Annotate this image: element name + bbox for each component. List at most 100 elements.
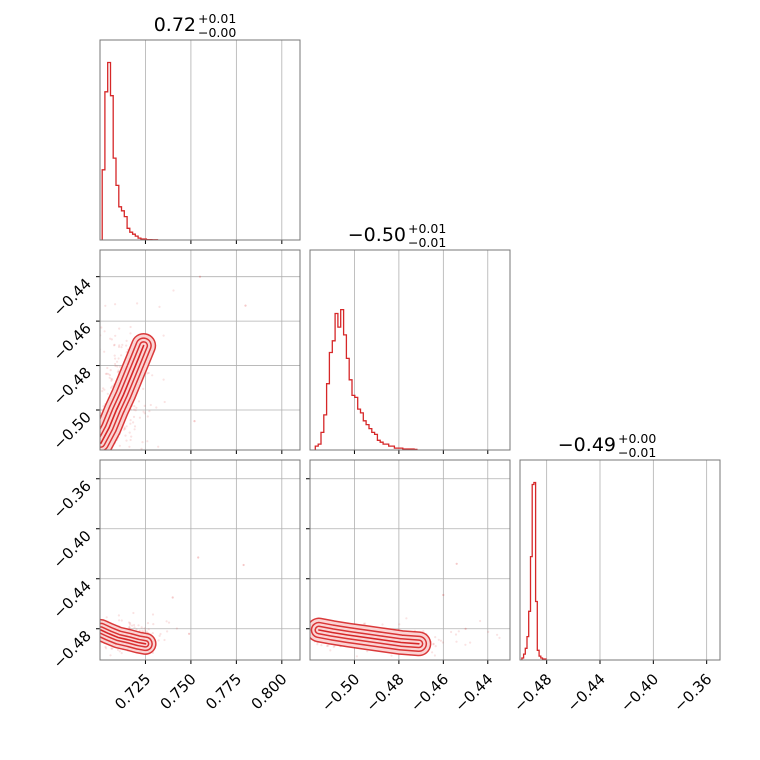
scatter-point [137,400,141,403]
scatter-point [316,643,319,646]
scatter-point [113,344,116,347]
scatter-point [305,643,307,645]
y-tick-label: −0.44 [50,275,95,320]
scatter-point [129,438,132,442]
scatter-point [74,407,76,409]
scatter-point [131,455,133,457]
scatter-point [151,632,154,635]
panel-frame [309,459,511,661]
scatter-point [110,338,113,341]
scatter-point [114,334,117,337]
scatter-point [434,636,437,639]
scatter-point [119,365,122,368]
scatter-point [433,654,436,657]
scatter-point [355,655,358,658]
x-tick-label: 0.725 [111,670,154,713]
scatter-point [145,630,148,633]
scatter-point [138,629,141,632]
scatter-point [114,357,117,360]
scatter-point [59,639,61,641]
scatter-point [100,326,103,329]
scatter-point [381,623,384,626]
scatter-point [89,365,91,367]
y-tick-label: −0.36 [50,477,95,522]
scatter-point [111,561,113,563]
scatter-point [151,613,155,616]
scatter-point [133,626,136,629]
scatter-point [108,376,111,379]
panel-frame [309,249,511,451]
scatter-point [143,629,146,632]
scatter-point [76,362,78,364]
scatter-point [362,622,366,625]
scatter-point [104,645,107,649]
contour-core [318,629,420,645]
scatter-point [116,360,119,363]
scatter-point [133,623,136,627]
scatter-point [129,332,132,335]
histogram-step [521,481,547,660]
scatter-point [128,626,131,629]
panel-title-minus: −0.01 [408,235,446,250]
scatter-outlier [455,562,458,565]
scatter-point [498,636,501,640]
scatter-point [128,445,131,448]
scatter-point [326,644,329,648]
scatter-point [114,362,117,366]
scatter-point [133,405,136,408]
scatter-point [123,428,126,431]
scatter-point [63,637,65,639]
scatter-point [159,632,162,636]
scatter-point [175,627,178,630]
scatter-point [103,388,106,391]
scatter-point [134,409,137,412]
scatter-point [305,649,307,651]
scatter-point [140,626,143,629]
scatter-point [118,650,121,653]
x-tick-label: −0.44 [564,670,609,715]
scatter-point [93,654,95,656]
scatter-point [118,344,121,347]
scatter-point [114,364,117,368]
panel-frame [519,459,721,661]
scatter-point [81,450,83,452]
panel-title-minus: −0.00 [198,25,236,40]
scatter-point [432,642,435,645]
y-tick-label: −0.48 [50,627,95,672]
scatter-point [95,638,97,640]
scatter-point [125,425,128,428]
scatter-point [109,337,112,340]
scatter-point [110,514,112,516]
scatter-point [146,622,150,625]
scatter-point [111,378,114,381]
scatter-point [450,630,453,634]
scatter-point [125,457,127,459]
scatter-point [166,630,169,633]
scatter-point [143,404,146,407]
x-tick-label: 0.800 [248,670,291,713]
scatter-point [80,621,82,623]
scatter-point [94,444,96,446]
scatter-point [132,421,135,424]
scatter-point [117,345,121,348]
scatter-point [329,649,332,652]
histogram-step [101,61,159,241]
scatter-point [149,403,152,407]
scatter-point [123,426,126,429]
scatter-point [122,466,124,468]
scatter-point [157,445,160,448]
scatter-outlier [242,563,245,567]
scatter-point [113,343,116,346]
scatter-point [124,434,127,437]
scatter-point [142,410,145,413]
scatter-point [79,447,81,449]
scatter-point [135,628,138,631]
scatter-point [73,362,75,364]
scatter-point [163,400,166,404]
panel-frame [99,249,301,451]
scatter-point [128,431,131,434]
scatter-point [102,242,104,244]
scatter-point [129,419,132,422]
scatter-point [143,627,146,630]
panel-diag-2: −0.49 +0.00−0.01 −0.48 −0.44 −0.40 −0.36 [510,431,721,715]
